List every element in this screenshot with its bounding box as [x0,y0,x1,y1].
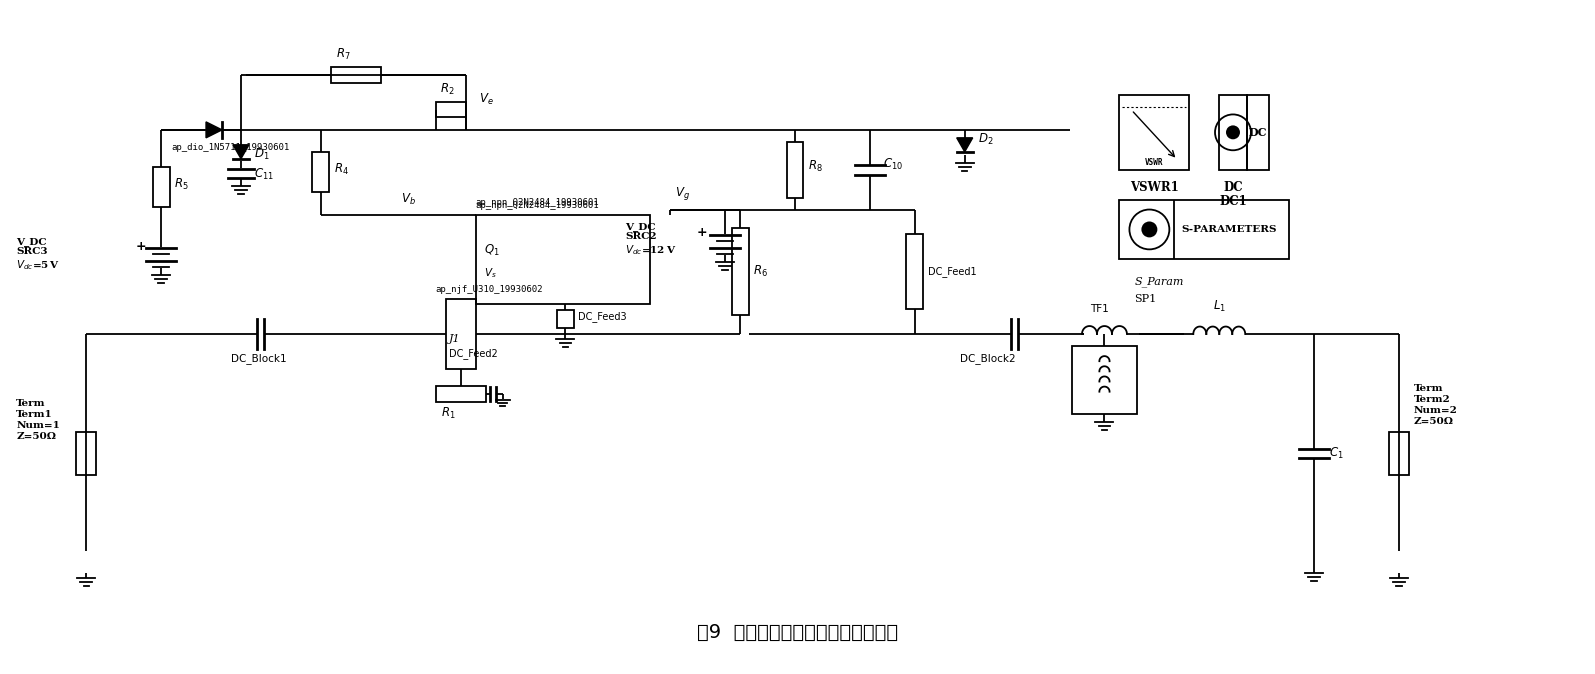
Bar [557,310,574,328]
Text: DC1: DC1 [1219,195,1247,208]
Bar [153,167,169,207]
Text: DC_Feed2: DC_Feed2 [448,348,498,359]
Text: $Q_1$: $Q_1$ [483,243,499,258]
Text: DC_Feed3: DC_Feed3 [579,311,627,321]
Text: ap_dio_1N5711_19930601: ap_dio_1N5711_19930601 [171,144,289,152]
Text: $C_1$: $C_1$ [1329,446,1343,461]
Bar [445,299,475,369]
Text: $R_8$: $R_8$ [809,159,823,175]
Text: Term
Term1
Num=1
Z=50Ω: Term Term1 Num=1 Z=50Ω [16,399,61,441]
Bar [786,142,804,197]
Text: $C_{10}$: $C_{10}$ [884,157,903,173]
Bar [732,228,748,315]
Text: 图9  低增益低噪声放大器仿真电路图: 图9 低增益低噪声放大器仿真电路图 [697,623,898,642]
Text: S_Param: S_Param [1134,276,1183,286]
Text: VSWR: VSWR [1145,158,1164,166]
Text: V_DC
SRC2
$V_{dc}$=12 V: V_DC SRC2 $V_{dc}$=12 V [625,222,676,257]
Text: DC_Block1: DC_Block1 [231,353,287,365]
Text: $V_g$: $V_g$ [675,185,691,202]
Bar [77,431,96,475]
Text: +: + [697,226,707,239]
Polygon shape [957,137,973,152]
Bar [313,152,329,192]
Text: DC: DC [1223,181,1243,194]
Text: S-PARAMETERS: S-PARAMETERS [1182,225,1278,234]
Text: $R_4$: $R_4$ [333,162,349,177]
Text: Term
Term2
Num=2
Z=50Ω: Term Term2 Num=2 Z=50Ω [1413,384,1458,426]
Bar [435,102,466,117]
Text: ap_npn_Q2N2484_19930601: ap_npn_Q2N2484_19930601 [475,201,600,210]
Bar [1120,95,1190,170]
Bar [1247,95,1270,170]
Text: $D_1$: $D_1$ [254,147,270,162]
Text: $R_2$: $R_2$ [440,82,455,97]
Circle shape [1227,125,1239,140]
Text: V_DC
SRC3
$V_{dc}$=5 V: V_DC SRC3 $V_{dc}$=5 V [16,237,61,272]
Bar [475,214,651,304]
Text: J1: J1 [448,334,461,344]
Text: $V_s$: $V_s$ [483,266,496,280]
Text: $V_b$: $V_b$ [400,191,416,206]
Bar [435,386,485,402]
Text: $R_5$: $R_5$ [174,177,188,191]
Text: ap_npn_Q2N2484_19930601: ap_npn_Q2N2484_19930601 [475,197,600,206]
Text: VSWR1: VSWR1 [1129,181,1179,194]
Text: DC_Feed1: DC_Feed1 [928,266,976,277]
Text: DC_Block2: DC_Block2 [960,353,1016,365]
Bar [1072,346,1137,414]
Polygon shape [206,122,222,137]
Text: $L_1$: $L_1$ [1212,299,1227,314]
Text: DC: DC [1249,127,1266,138]
Text: $C_{11}$: $C_{11}$ [254,167,274,182]
Bar [330,67,381,83]
Bar [906,235,924,309]
Text: +: + [136,240,147,253]
Text: TF1: TF1 [1089,304,1109,314]
Bar [1120,200,1289,259]
Text: $R_1$: $R_1$ [442,406,456,421]
Text: $R_7$: $R_7$ [337,47,351,62]
Text: $V_e$: $V_e$ [478,92,493,107]
Bar [1389,431,1408,475]
Text: ap_njf_U310_19930602: ap_njf_U310_19930602 [435,285,544,294]
Text: $D_2$: $D_2$ [978,132,994,148]
Text: SP1: SP1 [1134,294,1156,304]
Bar [1219,95,1247,170]
Circle shape [1142,222,1158,237]
Polygon shape [233,145,249,159]
Text: $R_6$: $R_6$ [753,264,767,279]
